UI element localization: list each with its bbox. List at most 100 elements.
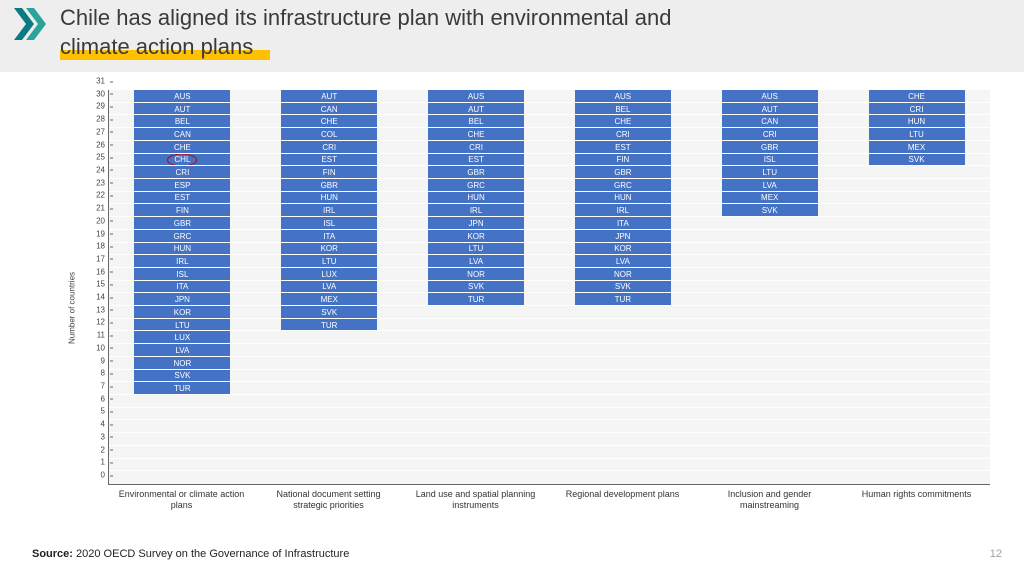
bar-cell: TUR (281, 319, 377, 332)
y-tick: 8 (101, 369, 109, 378)
gridline (109, 381, 990, 382)
y-tick: 29 (96, 102, 109, 111)
gridline (109, 140, 990, 141)
y-tick: 9 (101, 356, 109, 365)
y-tick: 7 (101, 382, 109, 391)
bar: AUSAUTBELCHECRIESTGBRGRCHUNIRLJPNKORLTUL… (428, 90, 524, 306)
bar-slot: AUSAUTBELCANCHECHLCRIESPESTFINGBRGRCHUNI… (109, 90, 256, 484)
chart-area: Number of countries AUSAUTBELCANCHECHLCR… (70, 90, 990, 525)
bar-cell: LVA (428, 255, 524, 268)
gridline (109, 216, 990, 217)
slide-title: Chile has aligned its infrastructure pla… (60, 0, 671, 61)
gridline (109, 458, 990, 459)
gridline (109, 343, 990, 344)
bar-cell: ITA (134, 281, 230, 294)
gridline (109, 330, 990, 331)
y-axis-label: Number of countries (68, 271, 77, 343)
bar-cell: LVA (575, 255, 671, 268)
gridline (109, 305, 990, 306)
bar-cell: LTU (281, 255, 377, 268)
bar-slot: AUTCANCHECOLCRIESTFINGBRHUNIRLISLITAKORL… (256, 90, 403, 484)
source-line: Source: 2020 OECD Survey on the Governan… (32, 548, 349, 560)
y-tick: 22 (96, 191, 109, 200)
gridline (109, 445, 990, 446)
gridline (109, 432, 990, 433)
y-tick: 24 (96, 165, 109, 174)
gridline (109, 356, 990, 357)
bar-cell: IRL (134, 255, 230, 268)
y-tick: 0 (101, 471, 109, 480)
bar-slot: AUSAUTBELCHECRIESTGBRGRCHUNIRLJPNKORLTUL… (403, 90, 550, 484)
gridline (109, 280, 990, 281)
source-text: 2020 OECD Survey on the Governance of In… (73, 548, 349, 560)
bar-cell: LVA (134, 344, 230, 357)
page-number: 12 (990, 548, 1002, 560)
bar-cell: TUR (428, 293, 524, 306)
plot-region: AUSAUTBELCANCHECHLCRIESPESTFINGBRGRCHUNI… (108, 90, 990, 485)
gridline (109, 292, 990, 293)
bar: AUSBELCHECRIESTFINGBRGRCHUNIRLITAJPNKORL… (575, 90, 671, 306)
x-label: Human rights commitments (843, 487, 990, 525)
gridline (109, 407, 990, 408)
y-tick: 31 (96, 77, 109, 86)
y-tick: 30 (96, 89, 109, 98)
y-tick: 10 (96, 343, 109, 352)
y-tick: 1 (101, 458, 109, 467)
gridline (109, 178, 990, 179)
y-tick: 2 (101, 445, 109, 454)
y-tick: 17 (96, 254, 109, 263)
bar-cell: TUR (134, 382, 230, 395)
gridline (109, 165, 990, 166)
gridline (109, 470, 990, 471)
y-tick: 19 (96, 229, 109, 238)
bar-cell: GRC (134, 230, 230, 243)
x-label: Environmental or climate action plans (108, 487, 255, 525)
bar-cell: NOR (428, 268, 524, 281)
bar-cell: TUR (575, 293, 671, 306)
bar-cell: KOR (428, 230, 524, 243)
title-line-2: climate action plans (60, 34, 253, 59)
bar-cell: SVK (428, 281, 524, 294)
bar-cell: LUX (134, 331, 230, 344)
gridline (109, 229, 990, 230)
bar-cell: SVK (281, 306, 377, 319)
y-tick: 6 (101, 394, 109, 403)
y-tick: 26 (96, 140, 109, 149)
bar-cell: KOR (575, 242, 671, 255)
bar-cell: LVA (281, 281, 377, 294)
source-label: Source: (32, 548, 73, 560)
y-tick: 27 (96, 127, 109, 136)
oecd-chevron-icon (12, 4, 52, 44)
x-label: National document setting strategic prio… (255, 487, 402, 525)
x-label: Inclusion and gender mainstreaming (696, 487, 843, 525)
gridline (109, 419, 990, 420)
bar-cell: LTU (428, 242, 524, 255)
bar-slot: AUSBELCHECRIESTFINGBRGRCHUNIRLITAJPNKORL… (549, 90, 696, 484)
y-tick: 16 (96, 267, 109, 276)
y-tick: 23 (96, 178, 109, 187)
bar-cell: SVK (134, 369, 230, 382)
y-tick: 13 (96, 305, 109, 314)
x-labels: Environmental or climate action plansNat… (108, 487, 990, 525)
bar-cell: NOR (134, 357, 230, 370)
y-tick: 25 (96, 153, 109, 162)
y-tick: 14 (96, 293, 109, 302)
x-label: Regional development plans (549, 487, 696, 525)
bar-cell: LUX (281, 268, 377, 281)
bar-cell: JPN (575, 230, 671, 243)
bars-container: AUSAUTBELCANCHECHLCRIESPESTFINGBRGRCHUNI… (109, 90, 990, 484)
bar-slot: AUSAUTCANCRIGBRISLLTULVAMEXSVK (696, 90, 843, 484)
y-tick: 15 (96, 280, 109, 289)
gridline (109, 191, 990, 192)
y-tick: 5 (101, 407, 109, 416)
gridline (109, 254, 990, 255)
gridline (109, 203, 990, 204)
gridline (109, 89, 990, 90)
bar-cell: KOR (134, 306, 230, 319)
gridline (109, 127, 990, 128)
bar-cell: NOR (575, 268, 671, 281)
y-tick: 28 (96, 115, 109, 124)
y-tick: 4 (101, 420, 109, 429)
y-tick: 20 (96, 216, 109, 225)
gridline (109, 102, 990, 103)
